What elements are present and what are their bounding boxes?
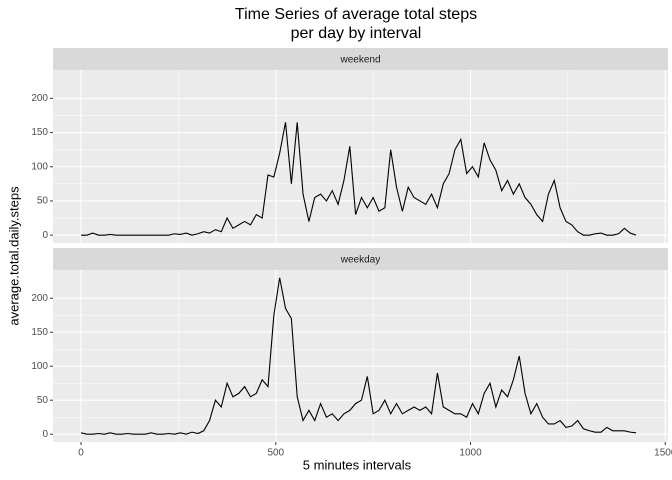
y-tick-label: 50	[37, 196, 49, 207]
data-line	[81, 122, 637, 236]
x-tick-label: 1000	[459, 448, 482, 459]
y-tick-label: 150	[31, 127, 48, 138]
panel-background	[53, 70, 668, 243]
strip-background	[53, 48, 668, 70]
y-tick-label: 100	[31, 361, 48, 372]
x-tick-label: 0	[78, 448, 84, 459]
y-tick-label: 200	[31, 293, 48, 304]
y-tick-label: 0	[42, 429, 48, 440]
y-tick-label: 0	[42, 230, 48, 241]
panel-background	[53, 270, 668, 442]
strip-background	[53, 248, 668, 270]
y-axis-title: average.total.daily.steps	[6, 186, 21, 326]
strip-label: weekday	[340, 255, 380, 266]
y-tick-label: 100	[31, 161, 48, 172]
chart-title: Time Series of average total steps	[235, 6, 477, 23]
strip-label: weekend	[339, 55, 380, 66]
x-tick-label: 500	[267, 448, 284, 459]
chart-title: per day by interval	[291, 25, 422, 42]
x-axis-title: 5 minutes intervals	[303, 457, 412, 472]
y-tick-label: 150	[31, 327, 48, 338]
y-tick-label: 50	[37, 395, 49, 406]
data-line	[80, 277, 637, 435]
y-tick-label: 200	[31, 93, 48, 104]
x-tick-label: 1500	[654, 448, 672, 459]
